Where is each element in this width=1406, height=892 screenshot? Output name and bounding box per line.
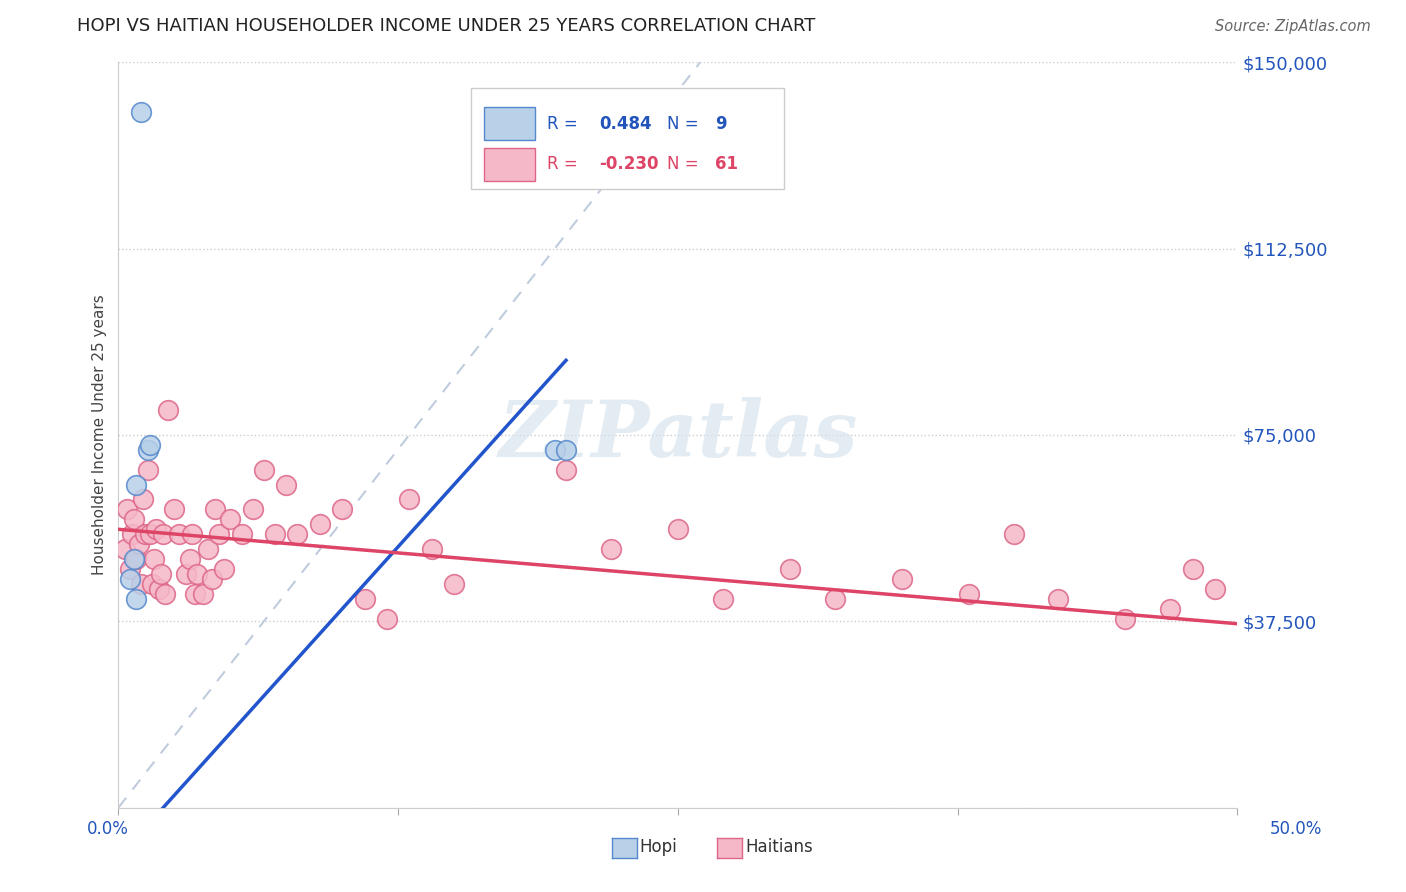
Point (141, 577, 163, 591)
Point (129, 577, 152, 591)
Text: Source: ZipAtlas.com: Source: ZipAtlas.com (1215, 20, 1371, 34)
Point (179, 552, 201, 566)
Point (1159, 602, 1181, 616)
Point (353, 591, 375, 606)
Point (1204, 582, 1226, 596)
Point (186, 567, 208, 582)
Point (599, 542, 621, 557)
Text: Hopi: Hopi (640, 838, 678, 855)
Point (139, 438, 162, 452)
Text: N =: N = (666, 115, 703, 133)
Point (132, 492, 155, 507)
Point (121, 527, 143, 541)
Point (824, 591, 846, 606)
Point (125, 591, 148, 606)
Text: R =: R = (547, 155, 583, 173)
Point (253, 463, 276, 477)
Point (139, 527, 162, 541)
Text: ZIPatlas: ZIPatlas (498, 397, 858, 473)
Point (1114, 612, 1136, 626)
Point (118, 572, 141, 586)
Text: -0.230: -0.230 (599, 155, 659, 173)
Point (143, 552, 166, 566)
Point (287, 527, 309, 541)
Point (443, 577, 465, 591)
Point (156, 403, 179, 417)
Point (208, 527, 231, 541)
Bar (471, 88, 785, 189)
Point (183, 587, 205, 601)
Bar (484, 148, 534, 181)
Point (779, 562, 801, 576)
Point (231, 527, 253, 541)
Text: N =: N = (666, 155, 703, 173)
Point (666, 522, 689, 536)
Point (125, 552, 148, 566)
Y-axis label: Householder Income Under 25 years: Householder Income Under 25 years (93, 294, 107, 575)
Text: R =: R = (547, 115, 583, 133)
Text: 9: 9 (714, 115, 727, 133)
Point (219, 512, 242, 526)
Point (114, 542, 136, 557)
Point (122, 552, 145, 566)
Point (264, 527, 287, 541)
Point (149, 567, 172, 582)
Text: 50.0%: 50.0% (1270, 820, 1322, 838)
Point (136, 442, 159, 457)
Text: Haitians: Haitians (745, 838, 813, 855)
Point (145, 522, 167, 536)
Point (129, 104, 152, 119)
Text: 0.0%: 0.0% (87, 820, 129, 838)
Point (163, 502, 186, 516)
Point (152, 527, 174, 541)
Point (128, 537, 150, 551)
Point (117, 502, 139, 516)
Text: 61: 61 (714, 155, 738, 173)
Point (1181, 562, 1204, 576)
Text: HOPI VS HAITIAN HOUSEHOLDER INCOME UNDER 25 YEARS CORRELATION CHART: HOPI VS HAITIAN HOUSEHOLDER INCOME UNDER… (77, 17, 815, 35)
Point (308, 517, 330, 532)
Point (204, 502, 226, 516)
Point (136, 463, 159, 477)
Point (1002, 527, 1025, 541)
Point (181, 527, 204, 541)
Point (242, 502, 264, 516)
Point (212, 562, 235, 576)
Text: 0.484: 0.484 (599, 115, 652, 133)
Point (957, 587, 980, 601)
Point (122, 512, 145, 526)
Point (155, 587, 177, 601)
Point (174, 567, 197, 582)
Point (148, 582, 170, 596)
Point (890, 572, 912, 586)
Point (330, 502, 353, 516)
Point (167, 527, 190, 541)
Point (201, 572, 224, 586)
Point (375, 612, 398, 626)
Point (125, 477, 148, 491)
Point (276, 477, 298, 491)
Point (193, 587, 215, 601)
Point (134, 527, 156, 541)
Point (555, 463, 578, 477)
Point (118, 562, 141, 576)
Point (555, 442, 578, 457)
Point (544, 442, 567, 457)
Point (398, 492, 420, 507)
Bar (484, 107, 534, 140)
Point (197, 542, 219, 557)
Point (420, 542, 443, 557)
Point (1047, 591, 1070, 606)
Point (711, 591, 734, 606)
